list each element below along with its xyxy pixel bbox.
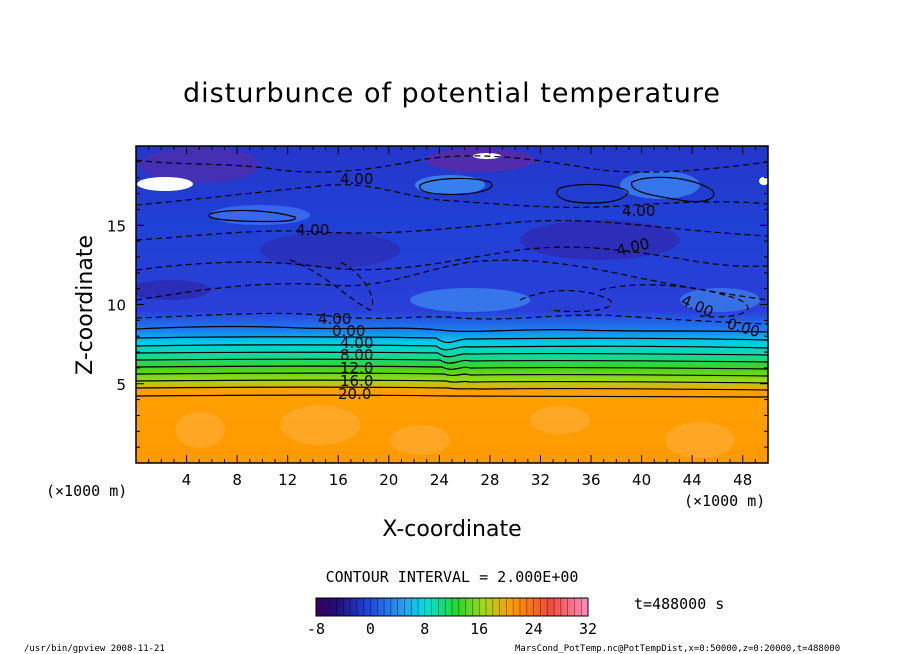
x-tick-label: 8 xyxy=(232,471,242,489)
colorbar-tick-label: 16 xyxy=(470,620,488,638)
saturated-spot xyxy=(759,177,768,185)
footer-left: /usr/bin/gpview 2008-11-21 xyxy=(24,644,165,654)
contour-line xyxy=(136,259,768,301)
contour-line xyxy=(136,312,768,325)
colorbar-tick-label: 32 xyxy=(579,620,597,638)
contour-label: 4.00 xyxy=(622,202,655,220)
contour-line xyxy=(519,290,613,313)
patch xyxy=(280,405,360,445)
y-axis: 5 10 15 xyxy=(107,161,768,448)
contour-line xyxy=(136,358,768,364)
patch xyxy=(425,148,535,172)
patch xyxy=(136,280,210,300)
colorbar-tick-label: 0 xyxy=(366,620,375,638)
y-tick-label: 5 xyxy=(116,376,126,394)
y-tick-label: 15 xyxy=(107,217,126,235)
lower-layer-texture xyxy=(175,405,735,458)
contour-line xyxy=(208,209,297,223)
contour-line xyxy=(136,351,768,358)
contour-labels: 4.00 4.00 4.00 4.00 4.00 4.00 0.00 4.00 … xyxy=(296,170,762,403)
patch xyxy=(665,422,735,458)
saturated-spot xyxy=(137,177,193,191)
patch xyxy=(175,412,225,448)
x-tick-label: 24 xyxy=(430,471,449,489)
contour-label: 4.00 xyxy=(318,310,351,328)
x-tick-label: 48 xyxy=(733,471,752,489)
x-tick-label: 32 xyxy=(531,471,550,489)
colorbar-tick-label: 8 xyxy=(420,620,429,638)
contour-label: 8.00 xyxy=(340,346,373,364)
contour-line xyxy=(136,155,768,173)
contour-line xyxy=(556,183,629,204)
x-tick-label: 4 xyxy=(182,471,192,489)
x-unit-left: (×1000 m) xyxy=(46,482,127,500)
x-tick-label: 20 xyxy=(379,471,398,489)
contour-line xyxy=(136,344,768,351)
contour-label: 0.00 xyxy=(332,322,365,340)
patch xyxy=(530,406,590,434)
x-axis-label: X-coordinate xyxy=(382,517,521,542)
x-tick-label: 12 xyxy=(278,471,297,489)
y-axis-label: Z-coordinate xyxy=(73,235,98,375)
contour-label: 20.0 xyxy=(338,385,371,403)
contour-line xyxy=(136,394,768,398)
x-unit-right: (×1000 m) xyxy=(684,492,765,510)
contour-label: 4.00 xyxy=(296,221,329,239)
patch xyxy=(390,425,450,455)
colorbar-tick-label: -8 xyxy=(307,620,325,638)
contour-line xyxy=(136,326,768,333)
x-tick-label: 36 xyxy=(581,471,600,489)
x-tick-label: 40 xyxy=(632,471,651,489)
contour-line xyxy=(136,336,768,344)
contour-line xyxy=(136,379,768,384)
contour-line xyxy=(136,246,768,271)
contour-label: 4.00 xyxy=(340,170,373,188)
contour-lines-dashed xyxy=(136,155,768,325)
contour-line xyxy=(631,176,715,203)
time-label: t=488000 s xyxy=(634,595,724,613)
patch xyxy=(140,147,260,183)
contour-label: 4.00 xyxy=(340,334,373,352)
colorbar-ticks: -8 0 8 16 24 32 xyxy=(307,620,597,638)
plot-area: 4.00 4.00 4.00 4.00 4.00 4.00 0.00 4.00 … xyxy=(136,146,768,463)
colorbar-stripes xyxy=(322,598,582,616)
contour-line xyxy=(136,386,768,391)
x-axis: 4 8 12 16 20 24 28 32 36 40 44 48 xyxy=(148,146,756,489)
patch xyxy=(520,220,680,260)
footer-right: MarsCond_PotTemp.nc@PotTempDist,x=0:5000… xyxy=(515,644,840,654)
patch xyxy=(410,288,530,312)
patch xyxy=(260,232,400,268)
patch xyxy=(680,288,760,312)
contour-label: 16.0 xyxy=(340,372,373,390)
contour-line xyxy=(136,219,768,241)
contour-lines-solid xyxy=(136,176,768,398)
contour-line xyxy=(419,177,493,195)
contour-line xyxy=(289,259,374,311)
x-tick-label: 16 xyxy=(329,471,348,489)
x-tick-label: 44 xyxy=(683,471,702,489)
contour-interval: CONTOUR INTERVAL = 2.000E+00 xyxy=(326,568,579,586)
contour-line xyxy=(136,372,768,377)
chart-title: disturbunce of potential temperature xyxy=(183,78,721,109)
contour-label: 12.0 xyxy=(340,359,373,377)
contour-line xyxy=(599,284,749,318)
contour-line xyxy=(136,365,768,370)
x-tick-label: 28 xyxy=(480,471,499,489)
colorbar-tick-label: 24 xyxy=(525,620,543,638)
y-tick-label: 10 xyxy=(107,297,126,315)
